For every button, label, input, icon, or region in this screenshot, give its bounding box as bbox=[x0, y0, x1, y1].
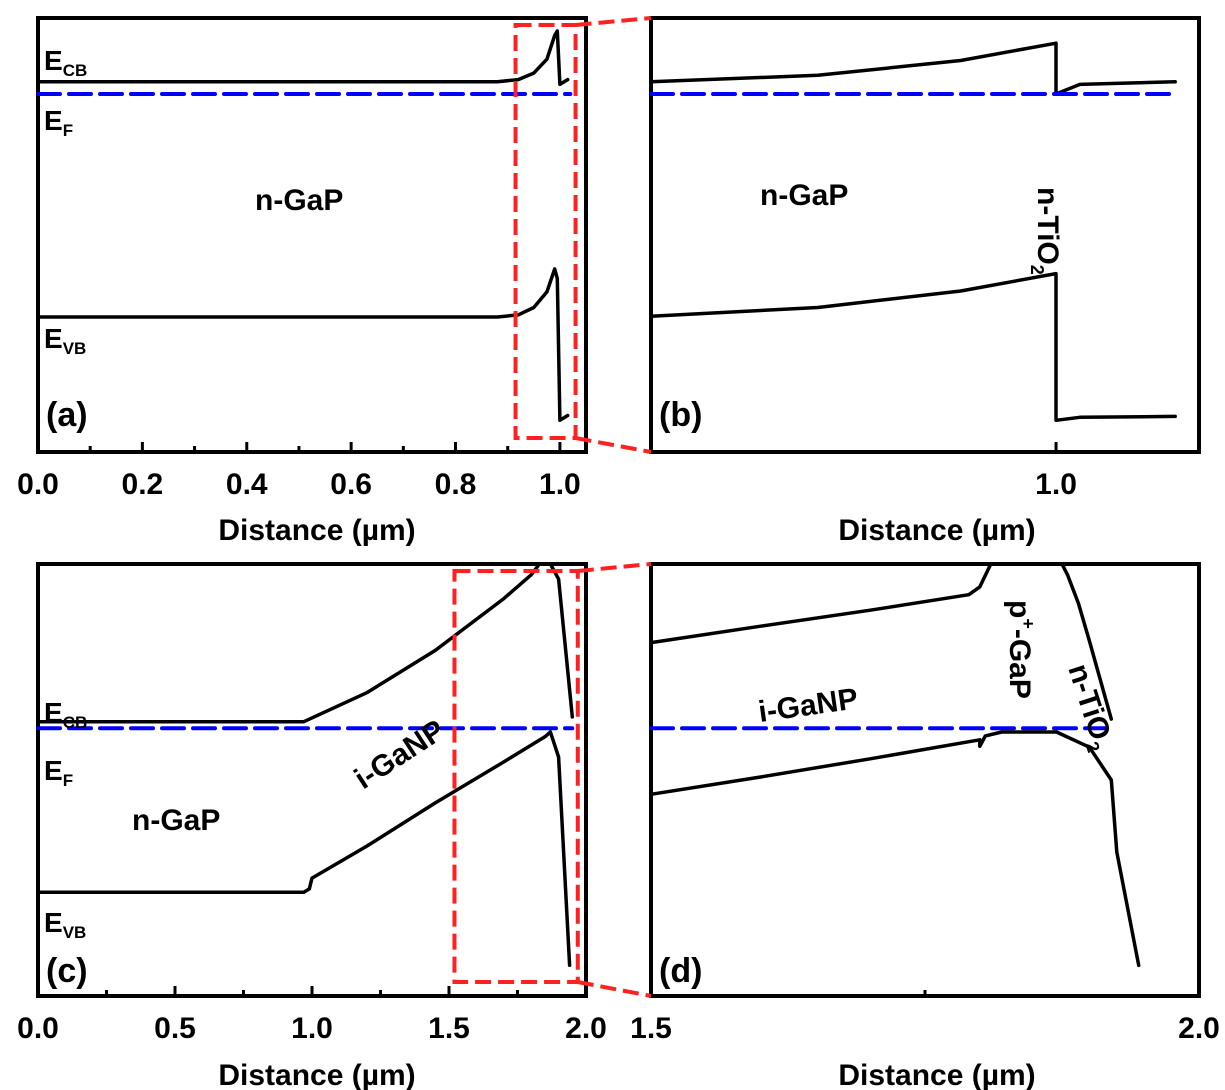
panel-a-frame bbox=[36, 16, 588, 454]
zoom-box bbox=[513, 23, 578, 440]
zoom-connector-line bbox=[575, 436, 652, 454]
zoom-connector-line bbox=[575, 16, 652, 27]
panel-d: 1.5 2.0 i-GaNP p+-GaP n-TiO2 (d) Distance… bbox=[630, 562, 1220, 1090]
zoom-indicators bbox=[452, 16, 652, 998]
panel-label-a: (a) bbox=[46, 396, 88, 434]
valence-band-line bbox=[649, 271, 1177, 423]
conduction-band-line bbox=[36, 29, 570, 87]
panel-label-b: (b) bbox=[659, 396, 702, 434]
conduction-band-line bbox=[36, 562, 575, 724]
panel-b-frame bbox=[649, 16, 1201, 454]
region-label-n-gap: n-GaP bbox=[255, 184, 343, 217]
x-axis-label-b: Distance (µm) bbox=[838, 514, 1035, 547]
region-label-i-ganp-d: i-GaNP bbox=[756, 682, 860, 729]
x-tick-label: 0.0 bbox=[17, 1012, 59, 1045]
ecb-label: ECB bbox=[44, 45, 87, 80]
evb-label: EVB bbox=[44, 323, 86, 358]
x-tick-label: 1.0 bbox=[539, 468, 581, 501]
region-label-i-ganp-c: i-GaNP bbox=[349, 714, 451, 796]
panel-label-d: (d) bbox=[659, 952, 702, 990]
x-tick-label: 2.0 bbox=[1178, 1012, 1220, 1045]
evb-label-c: EVB bbox=[44, 907, 86, 942]
x-tick-label: 0.6 bbox=[330, 468, 372, 501]
x-axis-label-a: Distance (µm) bbox=[218, 514, 415, 547]
ef-label: EF bbox=[44, 105, 73, 140]
x-tick-label: 0.5 bbox=[154, 1012, 196, 1045]
valence-band-line bbox=[36, 267, 570, 423]
x-tick-label: 0.2 bbox=[122, 468, 164, 501]
x-tick-label: 1.0 bbox=[1035, 468, 1077, 501]
panel-label-c: (c) bbox=[46, 952, 88, 990]
region-label-n-gap-c: n-GaP bbox=[132, 804, 220, 837]
zoom-connector-line bbox=[577, 980, 652, 998]
valence-band-line bbox=[649, 730, 1141, 968]
region-label-n-tio2-d: n-TiO2 bbox=[1058, 660, 1120, 755]
x-tick-label: 0.4 bbox=[226, 468, 268, 501]
region-label-p-gap-d: p+-GaP bbox=[1003, 600, 1038, 699]
ef-label-c: EF bbox=[44, 755, 73, 790]
x-tick-label: 2.0 bbox=[565, 1012, 607, 1045]
zoom-connector-line bbox=[577, 562, 652, 573]
x-axis-label-d: Distance (µm) bbox=[838, 1059, 1035, 1090]
region-label-n-tio2-b: n-TiO2 bbox=[1027, 187, 1064, 275]
region-label-n-gap-b: n-GaP bbox=[760, 179, 848, 212]
panel-c: 0.0 0.5 1.0 1.5 2.0 ECB EF EVB n-GaP i-GaNP … bbox=[17, 562, 607, 1090]
panel-c-frame bbox=[36, 562, 588, 998]
x-tick-label: 1.0 bbox=[291, 1012, 333, 1045]
panel-b: 1.0 n-GaP n-TiO2 (b) Distance (µm) bbox=[649, 16, 1201, 547]
conduction-band-line bbox=[649, 562, 1114, 721]
ecb-label-c: ECB bbox=[44, 697, 87, 732]
panel-a: 0.0 0.2 0.4 0.6 0.8 1.0 ECB EF EVB n-GaP (a) … bbox=[17, 16, 588, 547]
x-axis-label-c: Distance (µm) bbox=[218, 1059, 415, 1090]
x-tick-label: 0.8 bbox=[435, 468, 477, 501]
x-tick-label: 0.0 bbox=[17, 468, 59, 501]
valence-band-line bbox=[36, 730, 572, 968]
zoom-box bbox=[452, 569, 580, 984]
x-tick-label: 1.5 bbox=[428, 1012, 470, 1045]
conduction-band-line bbox=[649, 41, 1177, 96]
x-tick-label: 1.5 bbox=[630, 1012, 672, 1045]
